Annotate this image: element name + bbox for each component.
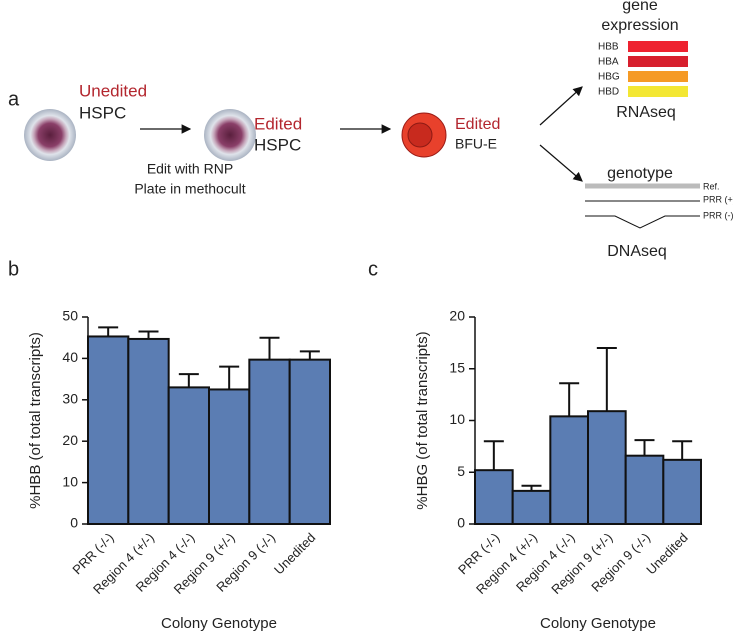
gene-label: HBA [598, 57, 619, 68]
track [585, 215, 700, 229]
bar [87, 335, 130, 526]
bar [248, 358, 291, 525]
x-tick-label: Unedited [271, 530, 318, 577]
y-tick-label: 5 [457, 463, 465, 479]
y-tick-label: 10 [449, 411, 465, 427]
track-label: PRR (+) [703, 194, 733, 204]
y-tick-label: 0 [70, 515, 78, 531]
cell-icon [407, 122, 433, 148]
bar [167, 386, 211, 525]
y-axis-label: %HBG (of total transcripts) [414, 331, 431, 509]
y-tick-label: 50 [62, 308, 78, 324]
heat-cell [628, 86, 688, 97]
step-label: Plate in methocult [134, 181, 245, 197]
cell-type: HSPC [79, 103, 126, 122]
heat-cell [628, 71, 688, 82]
cell-icon [24, 109, 76, 161]
y-tick-label: 0 [457, 515, 465, 531]
bar [288, 358, 331, 525]
cell-state: Unedited [79, 81, 147, 100]
step-label: Edit with RNP [147, 161, 233, 177]
section-title: genotype [607, 165, 673, 182]
cell-icon [204, 109, 256, 161]
heat-cell [628, 41, 688, 52]
bar [587, 410, 627, 525]
y-tick-label: 20 [449, 308, 465, 324]
y-tick-label: 40 [62, 349, 78, 365]
method-label: RNAseq [616, 104, 676, 121]
track-label: PRR (-) [703, 210, 733, 220]
track-label: Ref. [703, 181, 720, 191]
heat-cell [628, 56, 688, 67]
arrow [539, 144, 583, 182]
bar [511, 489, 552, 526]
x-axis-label: Colony Genotype [161, 615, 277, 632]
bar [624, 454, 665, 525]
cell-type: HSPC [254, 135, 301, 154]
method-label: DNAseq [607, 243, 667, 260]
y-tick-label: 30 [62, 391, 78, 407]
cell-type: BFU-E [455, 136, 497, 152]
section-title: expression [601, 17, 678, 34]
bar [662, 458, 702, 525]
y-axis-label: %HBB (of total transcripts) [27, 332, 44, 509]
gene-label: HBD [598, 87, 619, 98]
x-tick-label: Unedited [643, 530, 690, 577]
gene-label: HBB [598, 42, 619, 53]
y-tick-label: 15 [449, 359, 465, 375]
panel-label: c [368, 258, 378, 280]
panel-label: b [8, 258, 19, 280]
x-axis-label: Colony Genotype [540, 615, 656, 632]
section-title: gene [622, 0, 658, 14]
y-tick-label: 20 [62, 432, 78, 448]
gene-label: HBG [598, 72, 620, 83]
panel-label: a [8, 88, 20, 110]
bar [474, 469, 514, 525]
cell-state: Edited [455, 116, 500, 133]
bar [127, 337, 170, 525]
arrow [539, 86, 583, 126]
cell-state: Edited [254, 114, 302, 133]
bar [549, 415, 589, 525]
y-tick-label: 10 [62, 473, 78, 489]
bar [208, 388, 251, 526]
